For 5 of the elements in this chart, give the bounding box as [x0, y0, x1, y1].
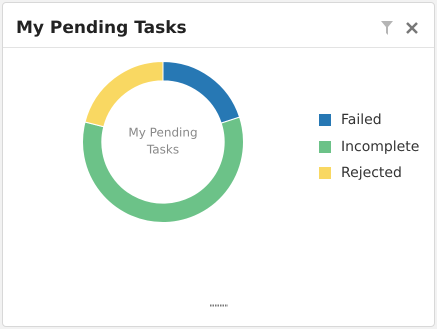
chart-title: My Pending Tasks: [16, 18, 187, 38]
text: My Pending Tasks: [128, 126, 198, 157]
legend-label: Rejected: [341, 165, 402, 182]
legend-label: Failed: [341, 112, 382, 128]
legend-label: Incomplete: [341, 138, 420, 155]
